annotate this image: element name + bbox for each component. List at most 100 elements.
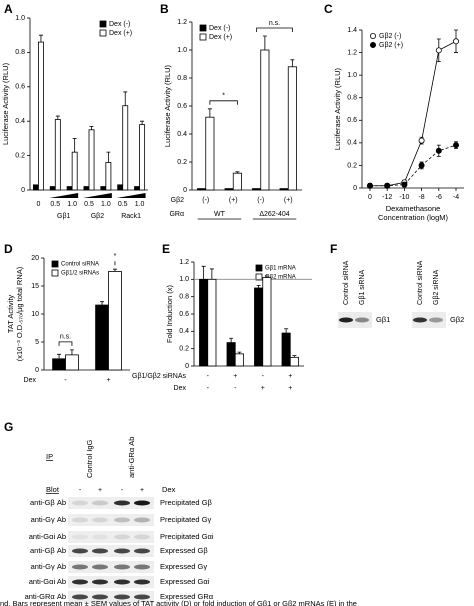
x-tick-label: 0.5 [84,201,94,208]
row-band-label: Expressed Gγ [160,562,207,571]
bar [262,277,272,367]
y-tick-label: 0.6 [177,103,187,110]
blot-band [92,594,108,600]
error-bar [72,138,77,153]
y-tick-label: 1.2 [177,19,187,26]
row-band-label: Expressed Gβ [160,546,208,555]
lane-label: Gβ2 siRNA [433,270,440,305]
dex-sign: - [121,487,124,494]
bar [234,353,244,367]
lane-label: Control siRNA [417,260,424,305]
bar [197,188,207,191]
y-tick-label: 0 [35,367,39,374]
dex-sign: + [98,487,102,494]
panel-letter: G [4,420,13,434]
legend-label: Dex (-) [209,25,230,32]
error-bar [106,151,111,163]
y-tick-label: 15 [31,283,39,290]
x-tick-label: -10 [399,194,409,201]
row-antibody: anti-Gβ Ab [30,498,66,507]
legend-label: Dex (+) [109,30,132,37]
error-bar [207,108,212,118]
dose-wedge [116,193,146,198]
blot-band [339,317,353,323]
y-tick-label: 0.8 [179,294,189,301]
point [435,147,442,154]
y-tick-label: 1.4 [347,27,357,34]
series-line [370,40,457,187]
bar [52,358,66,371]
bar [134,186,140,191]
point [435,47,442,54]
x-tick-label: (-) [257,197,264,204]
error-bar [38,34,43,43]
blot-background [68,497,154,509]
bar [108,271,122,371]
series-line [370,144,457,187]
y-tick-label: 0.8 [177,75,187,82]
bar [207,278,217,367]
blot-band [114,517,130,523]
annotation: n.s. [60,334,71,341]
x-tick-label: 0 [36,201,40,208]
blot-label: Blot [46,485,60,494]
bar [226,342,236,367]
panel-letter: C [324,2,333,16]
y-tick-label: 0.4 [177,131,187,138]
bar [49,186,56,191]
bar [224,188,234,191]
row-antibody: anti-Gγ Ab [31,515,66,524]
row-band-label: Precipitated Gαi [160,532,214,541]
bar [287,66,297,191]
blot-band [72,534,88,540]
legend-marker [369,33,376,40]
legend-swatch [199,24,207,32]
legend-label: Gβ1 mRNA [265,266,296,272]
legend-label: Gβ2 mRNA [265,275,296,281]
x-tick-label: (-) [202,197,209,204]
annotation: * [222,93,225,100]
x-tick-label: 1.0 [135,201,145,208]
error-bar [292,355,297,358]
bar [71,151,78,191]
y-tick-label: 1.2 [347,49,357,56]
x-tick-label: - [234,385,237,392]
bar [32,184,39,191]
x-tick-label: + [106,377,110,384]
bar [88,129,95,191]
point [452,38,459,45]
x-tick-label: -8 [418,194,424,201]
y-axis-label: Fold Induction (x) [165,285,174,343]
error-bar [123,91,128,106]
group-label: Δ262-404 [259,211,289,218]
y-tick-label: 1.2 [179,259,189,266]
error-bar [264,275,269,278]
bar [205,116,215,191]
point [401,181,408,188]
blot-band [72,564,88,570]
group-label: WT [214,211,226,218]
error-bar [89,125,94,130]
x-axis-label: Dexamethasone [386,204,441,213]
error-bar [229,337,234,343]
y-tick-label: 0.2 [179,346,189,353]
blot-band [134,517,150,523]
significance-bracket [209,100,238,105]
band-label: Gβ1 [376,315,390,324]
row-antibody: anti-Gγ Ab [31,562,66,571]
bar [289,356,299,367]
x-tick-label: 1.0 [101,201,111,208]
caption: nd. Bars represent mean ± SEM values of … [0,599,357,606]
row-band-label: Precipitated Gβ [160,498,213,507]
bar [117,184,124,191]
x-tick-label: -6 [436,194,442,201]
significance-bracket [58,341,73,346]
blot-background [68,591,154,603]
panel-letter: F [330,242,337,256]
error-bar [262,35,267,50]
blot-band [355,317,369,323]
bar [232,172,242,191]
legend-label: Gβ1/2 siRNAs [61,271,99,277]
blot-band [114,500,130,506]
y-tick-label: 0 [353,185,357,192]
